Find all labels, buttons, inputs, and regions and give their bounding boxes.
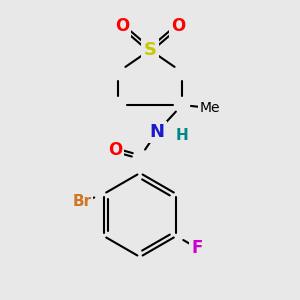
Text: O: O xyxy=(115,17,129,35)
Text: S: S xyxy=(143,41,157,59)
Text: F: F xyxy=(191,239,203,257)
Text: H: H xyxy=(176,128,188,142)
Text: Me: Me xyxy=(200,101,220,115)
Text: Br: Br xyxy=(72,194,92,209)
Text: O: O xyxy=(108,141,122,159)
Text: N: N xyxy=(149,123,164,141)
Text: O: O xyxy=(171,17,185,35)
